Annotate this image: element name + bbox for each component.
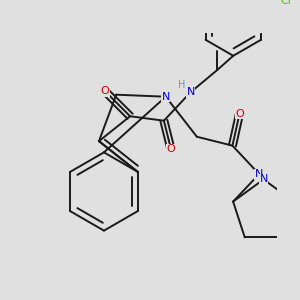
Text: H: H xyxy=(178,80,185,90)
Text: O: O xyxy=(101,86,110,96)
Text: Cl: Cl xyxy=(280,0,291,6)
Text: O: O xyxy=(235,109,244,118)
Text: N: N xyxy=(162,92,170,102)
Text: O: O xyxy=(167,144,176,154)
Text: N: N xyxy=(260,174,268,184)
Text: N: N xyxy=(186,87,195,97)
Text: N: N xyxy=(255,169,263,179)
